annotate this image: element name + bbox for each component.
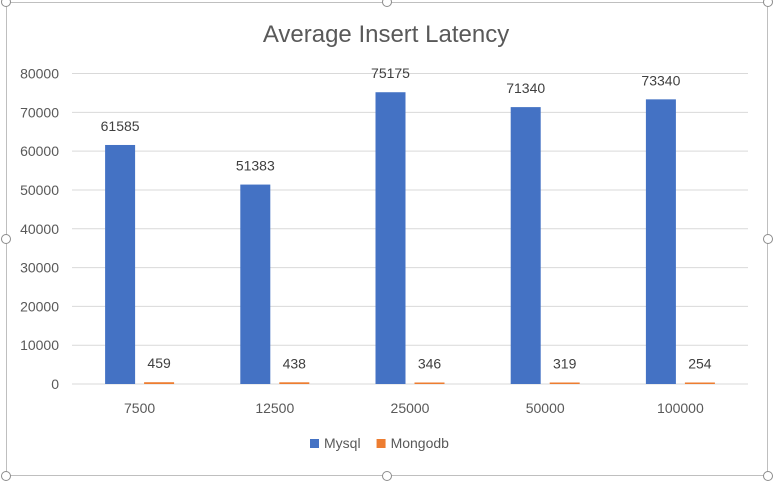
bar-mysql[interactable] bbox=[375, 92, 406, 385]
y-tick-label: 80000 bbox=[20, 66, 59, 82]
bar-mysql[interactable] bbox=[645, 99, 676, 385]
data-label: 61585 bbox=[101, 118, 140, 134]
bar-mongodb[interactable] bbox=[279, 382, 310, 384]
x-tick-label: 7500 bbox=[124, 400, 155, 416]
bar-mysql[interactable] bbox=[240, 184, 271, 384]
legend-swatch-mysql bbox=[310, 439, 319, 448]
legend-label-mysql: Mysql bbox=[324, 435, 361, 451]
resize-handle-top-left[interactable] bbox=[1, 0, 11, 7]
legend-label-mongodb: Mongodb bbox=[391, 435, 450, 451]
y-axis-tick-labels: 0 10000 20000 30000 40000 50000 60000 70000 8000… bbox=[20, 66, 59, 393]
data-label: 254 bbox=[688, 356, 712, 372]
x-tick-label: 25000 bbox=[391, 400, 430, 416]
x-tick-label: 12500 bbox=[255, 400, 294, 416]
data-label: 73340 bbox=[641, 72, 680, 88]
bar-mongodb[interactable] bbox=[684, 382, 715, 385]
y-tick-label: 30000 bbox=[20, 260, 59, 276]
y-tick-label: 70000 bbox=[20, 104, 59, 120]
data-label: 75175 bbox=[371, 65, 410, 81]
gridlines bbox=[72, 73, 748, 346]
resize-handle-top-right[interactable] bbox=[763, 0, 773, 7]
data-label: 71340 bbox=[506, 80, 545, 96]
data-label: 319 bbox=[553, 356, 577, 372]
x-tick-label: 100000 bbox=[657, 400, 704, 416]
y-tick-label: 0 bbox=[51, 376, 59, 392]
data-label: 438 bbox=[283, 355, 307, 371]
legend-swatch-mongodb bbox=[376, 439, 386, 448]
data-label: 51383 bbox=[236, 158, 275, 174]
x-tick-label: 50000 bbox=[526, 400, 565, 416]
chart-title: Average Insert Latency bbox=[263, 21, 509, 48]
resize-handle-middle-left[interactable] bbox=[1, 234, 11, 244]
resize-handle-top-center[interactable] bbox=[382, 0, 392, 7]
y-tick-label: 20000 bbox=[20, 298, 59, 314]
y-tick-label: 50000 bbox=[20, 182, 59, 198]
bar-mysql[interactable] bbox=[105, 144, 136, 384]
y-tick-label: 60000 bbox=[20, 143, 59, 159]
data-label: 459 bbox=[147, 355, 171, 371]
resize-handle-middle-right[interactable] bbox=[763, 234, 773, 244]
bar-series: 61585 459 51383 438 75175 346 71340 319 73340 254 bbox=[101, 65, 715, 385]
y-tick-label: 10000 bbox=[20, 337, 59, 353]
data-label: 346 bbox=[418, 356, 442, 372]
bar-mongodb[interactable] bbox=[414, 382, 445, 385]
legend: Mysql Mongodb bbox=[310, 435, 449, 451]
bar-mysql[interactable] bbox=[510, 107, 541, 384]
y-tick-label: 40000 bbox=[20, 221, 59, 237]
bar-mongodb[interactable] bbox=[144, 382, 175, 384]
bar-mongodb[interactable] bbox=[549, 382, 580, 385]
x-axis-tick-labels: 7500 12500 25000 50000 100000 bbox=[124, 400, 704, 416]
